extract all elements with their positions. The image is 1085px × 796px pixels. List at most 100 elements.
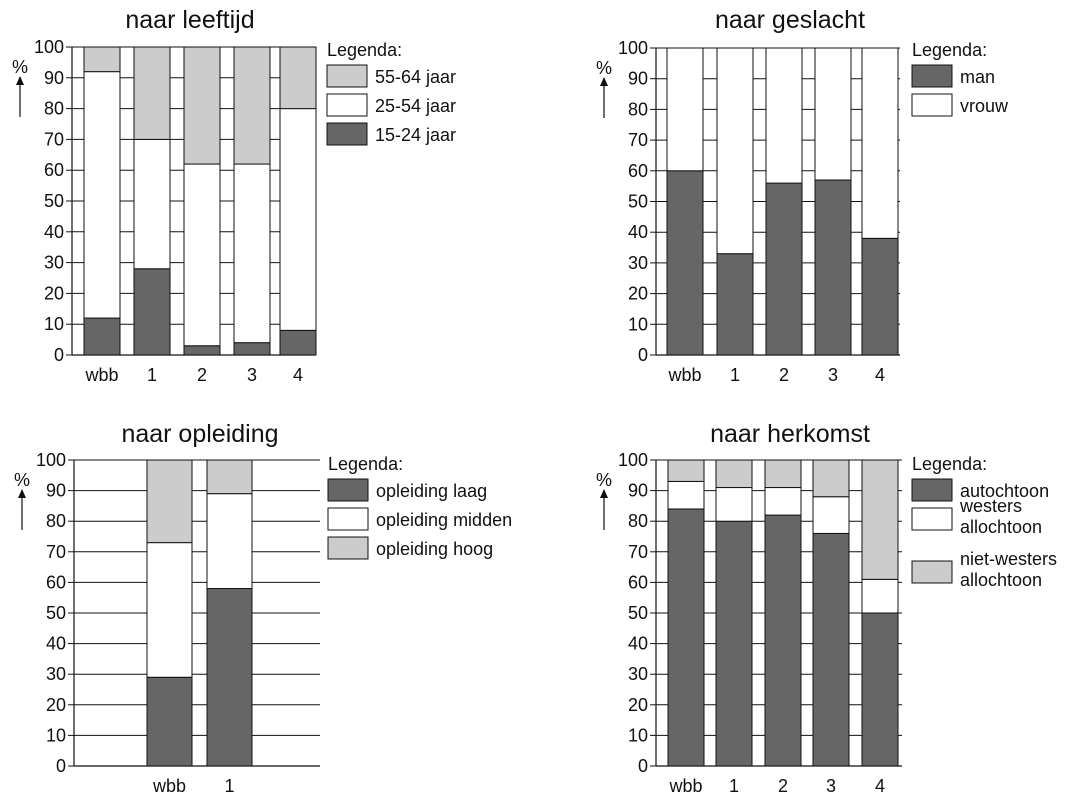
bar-segment (183, 163, 221, 347)
legend-swatch (326, 64, 368, 88)
y-tick-label: 0 (638, 756, 648, 776)
legend-swatch (326, 93, 368, 117)
bar-segment (146, 676, 193, 767)
bar-segment (206, 588, 253, 767)
bar-segment (279, 46, 317, 110)
legend-label-line: westers (959, 496, 1022, 516)
x-tick-label: 2 (778, 776, 788, 796)
y-tick-label: 20 (628, 695, 648, 715)
bar-segment (666, 170, 704, 356)
legend-label-line: niet-westers (960, 549, 1057, 569)
y-tick-label: 50 (628, 603, 648, 623)
x-tick-label: wbb (84, 365, 118, 385)
y-tick-label: 40 (628, 634, 648, 654)
y-tick-label: 10 (44, 314, 64, 334)
y-tick-label: 100 (618, 450, 648, 470)
bar-segment (715, 459, 753, 489)
legend-swatch (911, 93, 953, 117)
bar-segment (861, 578, 899, 614)
y-tick-label: 50 (46, 603, 66, 623)
bar-segment (765, 182, 803, 356)
legend-title: Legenda: (912, 454, 987, 474)
bar-segment (861, 459, 899, 580)
legend-label: 55-64 jaar (375, 67, 456, 87)
y-tick-label: 100 (34, 37, 64, 57)
x-tick-label: 1 (730, 365, 740, 385)
legend-label: autochtoon (960, 481, 1049, 501)
y-tick-label: 60 (44, 160, 64, 180)
bar-segment (233, 46, 271, 165)
bar-segment (233, 163, 271, 344)
bar-segment (206, 493, 253, 590)
legend-title: Legenda: (327, 40, 402, 60)
legend-swatch (326, 122, 368, 146)
y-tick-label: 40 (44, 222, 64, 242)
bar-segment (279, 108, 317, 331)
y-tick-label: 10 (628, 725, 648, 745)
x-tick-label: 4 (875, 776, 885, 796)
x-tick-label: 4 (293, 365, 303, 385)
bar-segment (715, 487, 753, 522)
bar-segment (814, 47, 852, 181)
legend-swatch (911, 560, 953, 584)
y-tick-label: 70 (628, 542, 648, 562)
bar-segment (83, 71, 121, 319)
legend-label: niet-westers allochtoon (960, 549, 1057, 590)
bar-segment (812, 459, 850, 498)
bar-segment (146, 542, 193, 678)
x-tick-label: 1 (224, 776, 234, 796)
y-tick-label: 30 (46, 664, 66, 684)
y-tick-label: 90 (628, 481, 648, 501)
legend-swatch (327, 507, 369, 531)
y-tick-label: 50 (628, 192, 648, 212)
bar-segment (133, 46, 171, 140)
legend-label: man (960, 67, 995, 87)
legend-label: 15-24 jaar (375, 125, 456, 145)
y-tick-label: 90 (46, 481, 66, 501)
legend-label: westers allochtoon (959, 496, 1042, 537)
y-tick-label: 20 (44, 283, 64, 303)
bar-segment (764, 514, 802, 767)
y-tick-label: 30 (628, 253, 648, 273)
legend-swatch (911, 478, 953, 502)
y-tick-label: 80 (628, 511, 648, 531)
bar-segment (812, 532, 850, 767)
y-tick-label: 60 (628, 572, 648, 592)
x-tick-label: wbb (152, 776, 186, 796)
y-axis-label: % (596, 470, 612, 490)
bar-segment (133, 138, 171, 270)
y-tick-label: 60 (46, 572, 66, 592)
y-tick-label: 40 (628, 222, 648, 242)
legend-title: Legenda: (912, 40, 987, 60)
chart-panel-3: naar opleiding 0 10 20 30 40 50 60 70 80 90 100% wbb… (14, 420, 512, 796)
chart-panel-1: naar leeftijd 0 10 20 30 40 50 60 70 80 90 100% wbb 1… (12, 6, 456, 385)
bar-segment (861, 237, 899, 356)
legend-swatch (911, 64, 953, 88)
y-tick-label: 70 (628, 130, 648, 150)
bar-segment (667, 508, 705, 767)
y-tick-label: 100 (36, 450, 66, 470)
y-tick-label: 90 (628, 69, 648, 89)
y-axis-label: % (12, 57, 28, 77)
y-tick-label: 0 (54, 345, 64, 365)
chart-panel-2: naar geslacht 0 10 20 30 40 50 60 70 80 90 100% wbb 1… (596, 6, 1009, 385)
chart-title: naar leeftijd (125, 6, 254, 34)
bar-segment (764, 459, 802, 489)
x-tick-label: 2 (197, 365, 207, 385)
bar-segment (146, 459, 193, 544)
chart-title: naar opleiding (121, 420, 278, 448)
y-axis-label: % (14, 470, 30, 490)
bar-segment (764, 487, 802, 516)
y-axis-arrow-head (18, 489, 26, 498)
y-tick-label: 70 (44, 129, 64, 149)
legend-title: Legenda: (328, 454, 403, 474)
x-tick-label: 4 (875, 365, 885, 385)
x-tick-label: 1 (147, 365, 157, 385)
y-tick-label: 40 (46, 634, 66, 654)
y-tick-label: 10 (46, 725, 66, 745)
bar-segment (861, 612, 899, 767)
y-axis-arrow-head (600, 77, 608, 86)
legend-label: vrouw (960, 96, 1009, 116)
y-tick-label: 10 (628, 314, 648, 334)
